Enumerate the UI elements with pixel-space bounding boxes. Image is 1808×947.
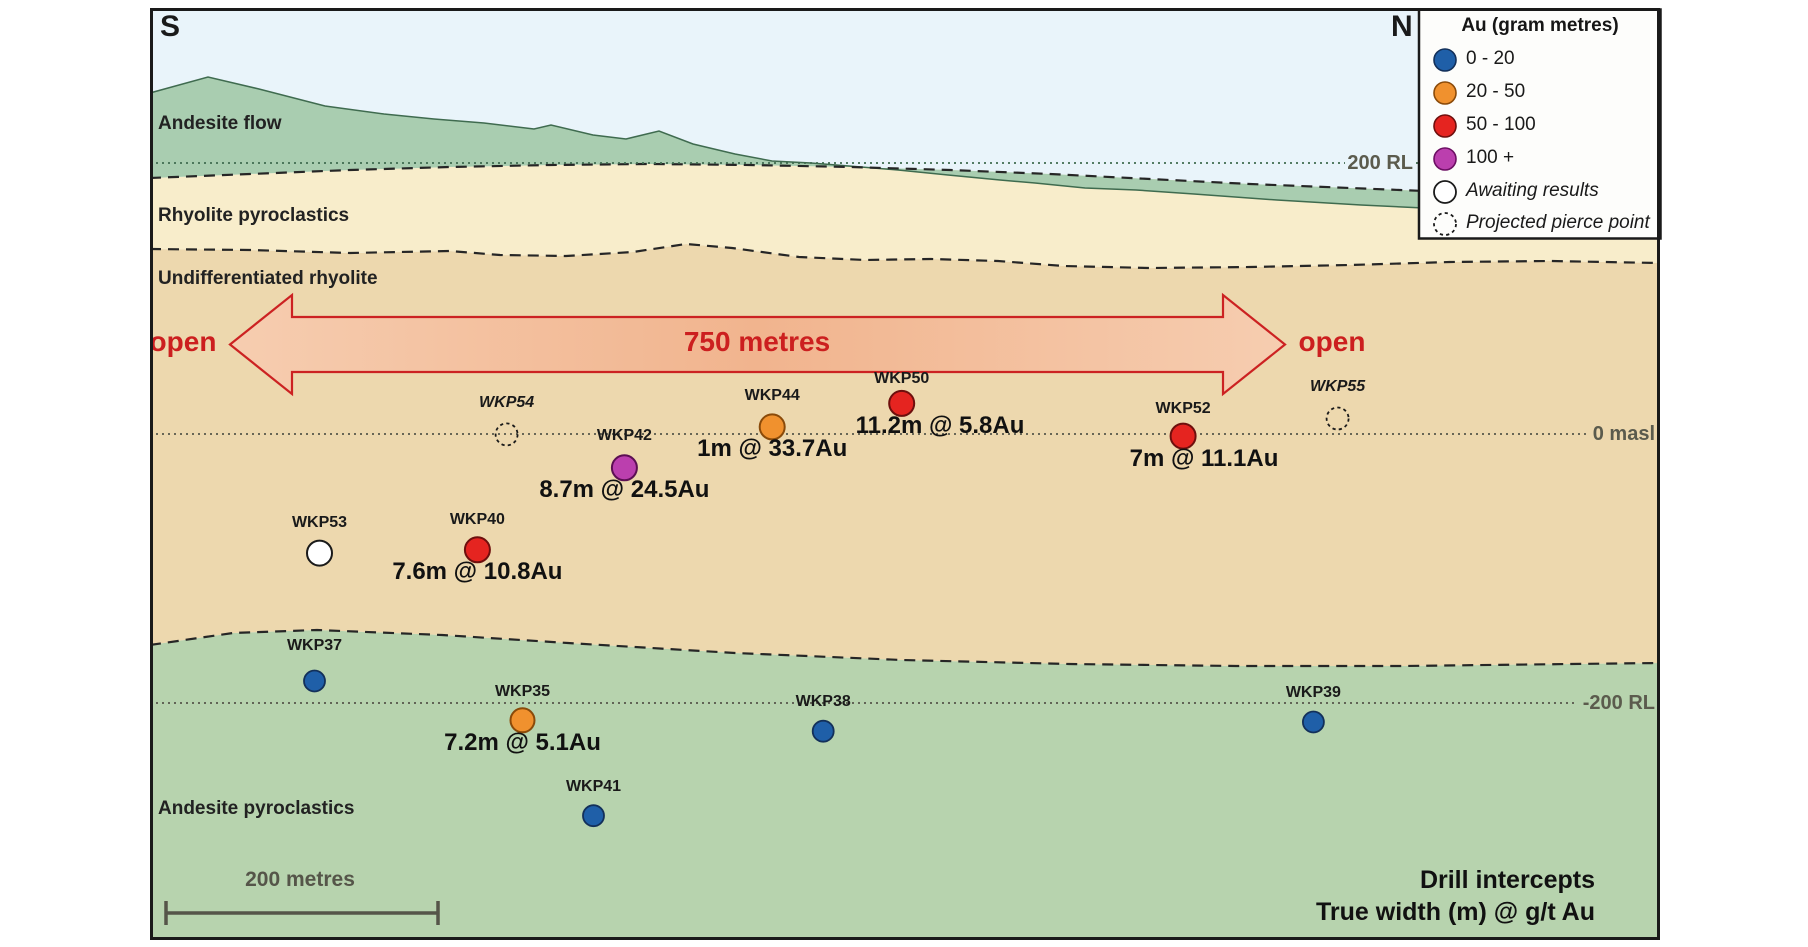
svg-text:WKP52: WKP52	[1156, 400, 1211, 417]
svg-text:WKP39: WKP39	[1286, 684, 1341, 701]
svg-text:11.2m @ 5.8Au: 11.2m @ 5.8Au	[856, 412, 1025, 439]
svg-text:7.2m @ 5.1Au: 7.2m @ 5.1Au	[444, 729, 601, 756]
svg-text:open: open	[1299, 326, 1366, 357]
svg-text:WKP37: WKP37	[287, 637, 342, 654]
svg-text:WKP50: WKP50	[874, 370, 929, 387]
svg-text:100 +: 100 +	[1466, 147, 1514, 168]
svg-text:Drill intercepts: Drill intercepts	[1420, 866, 1595, 894]
svg-text:WKP55: WKP55	[1310, 378, 1366, 395]
svg-text:S: S	[160, 10, 180, 43]
svg-text:200 metres: 200 metres	[245, 868, 355, 891]
svg-text:0 - 20: 0 - 20	[1466, 48, 1515, 69]
svg-text:0 masl: 0 masl	[1593, 423, 1655, 445]
svg-text:WKP53: WKP53	[292, 514, 347, 531]
svg-text:True width (m) @ g/t Au: True width (m) @ g/t Au	[1316, 898, 1595, 926]
svg-text:Awaiting results: Awaiting results	[1465, 180, 1599, 201]
svg-text:1m @ 33.7Au: 1m @ 33.7Au	[697, 435, 847, 462]
svg-text:N: N	[1391, 10, 1413, 43]
svg-text:WKP54: WKP54	[479, 394, 534, 411]
svg-text:WKP38: WKP38	[796, 693, 851, 710]
svg-text:Rhyolite pyroclastics: Rhyolite pyroclastics	[158, 205, 349, 226]
svg-text:Andesite pyroclastics: Andesite pyroclastics	[158, 798, 354, 819]
svg-text:WKP40: WKP40	[450, 511, 505, 528]
svg-text:Au (gram metres): Au (gram metres)	[1461, 15, 1618, 36]
svg-text:WKP41: WKP41	[566, 778, 621, 795]
svg-text:Undifferentiated rhyolite: Undifferentiated rhyolite	[158, 268, 378, 289]
svg-text:200 RL: 200 RL	[1347, 152, 1413, 174]
svg-text:-200 RL: -200 RL	[1583, 692, 1655, 714]
svg-text:50 - 100: 50 - 100	[1466, 114, 1536, 135]
svg-text:7.6m @ 10.8Au: 7.6m @ 10.8Au	[392, 558, 562, 585]
svg-text:750 metres: 750 metres	[684, 326, 830, 357]
svg-text:20 - 50: 20 - 50	[1466, 81, 1525, 102]
svg-text:Projected pierce point: Projected pierce point	[1466, 212, 1650, 233]
svg-text:8.7m @ 24.5Au: 8.7m @ 24.5Au	[539, 476, 709, 503]
svg-text:WKP42: WKP42	[597, 427, 652, 444]
svg-text:Andesite flow: Andesite flow	[158, 113, 282, 134]
svg-text:open: open	[150, 326, 217, 357]
svg-text:WKP35: WKP35	[495, 683, 550, 700]
svg-text:7m @ 11.1Au: 7m @ 11.1Au	[1130, 445, 1279, 472]
svg-text:WKP44: WKP44	[745, 387, 800, 404]
